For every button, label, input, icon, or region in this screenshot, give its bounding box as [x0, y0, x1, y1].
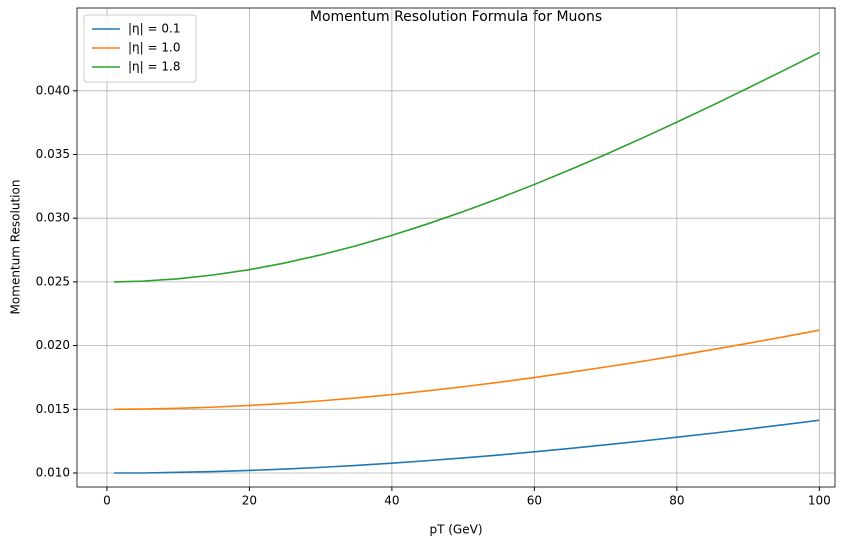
legend: |η| = 0.1 |η| = 1.0 |η| = 1.8 — [83, 14, 197, 83]
legend-label: |η| = 1.8 — [128, 60, 180, 74]
x-tick-label: 100 — [808, 494, 831, 508]
legend-label: |η| = 0.1 — [128, 22, 180, 36]
y-tick-label: 0.040 — [36, 83, 70, 97]
x-tick-label: 40 — [384, 494, 399, 508]
y-tick-label: 0.010 — [36, 465, 70, 479]
y-tick-label: 0.025 — [36, 274, 70, 288]
y-tick-label: 0.030 — [36, 211, 70, 225]
x-tick-label: 0 — [103, 494, 111, 508]
x-tick-label: 20 — [242, 494, 257, 508]
legend-box — [83, 14, 197, 83]
y-tick-label: 0.020 — [36, 338, 70, 352]
plot-frame — [76, 7, 836, 488]
y-tick-label: 0.015 — [36, 402, 70, 416]
legend-label: |η| = 1.0 — [128, 41, 180, 55]
chart-title: Momentum Resolution Formula for Muons — [310, 9, 602, 25]
line-series — [114, 419, 820, 474]
line-series — [114, 51, 820, 283]
line-series — [114, 329, 820, 411]
x-tick-label: 60 — [527, 494, 542, 508]
y-tick-label: 0.035 — [36, 147, 70, 161]
y-axis-label: Momentum Resolution — [9, 180, 23, 315]
x-tick-label: 80 — [669, 494, 684, 508]
x-axis-label: pT (GeV) — [429, 523, 482, 537]
